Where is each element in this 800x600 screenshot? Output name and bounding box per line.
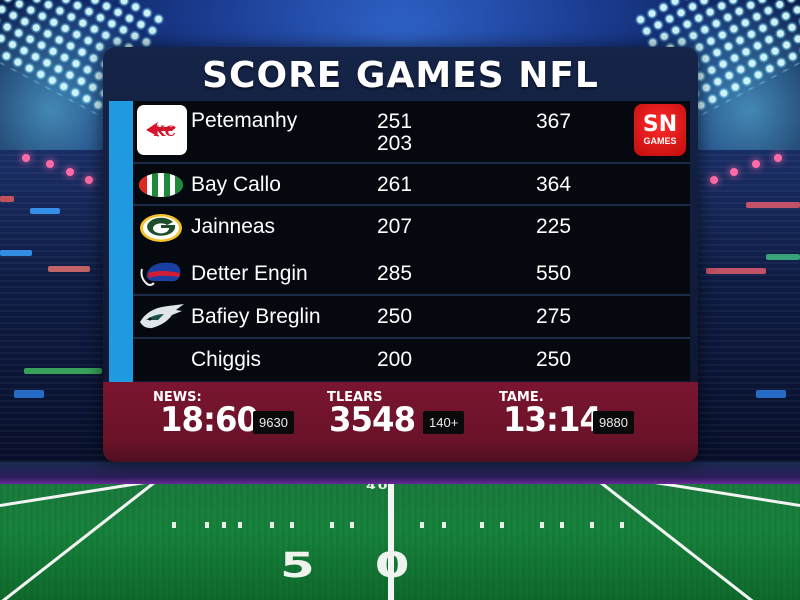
team-name: Bay Callo: [191, 173, 281, 196]
stat-tlears-value: 3548: [329, 400, 416, 440]
stat-tame: TAME.: [499, 390, 544, 405]
score-a: 250: [377, 305, 413, 328]
midfield-line: [388, 484, 394, 600]
scoreboard-panel: SCORE GAMES NFL KC Petemanhy 251 203 367…: [103, 47, 698, 462]
team-name: Detter Engin: [191, 262, 308, 285]
chiefs-arrowhead-icon: KC: [137, 105, 187, 155]
packers-g-icon: [137, 213, 185, 243]
sn-games-logo: SN GAMES: [634, 104, 686, 156]
football-field: 40 50: [0, 484, 800, 600]
table-row[interactable]: Detter Engin 285 550: [133, 253, 690, 296]
score-b: 250: [536, 348, 572, 371]
yard-line: [0, 484, 228, 507]
table-row[interactable]: KC Petemanhy 251 203 367 SN GAMES: [133, 101, 690, 164]
score-group-2: Detter Engin 285 550 Bafiey Breglin 250 …: [133, 253, 690, 381]
table-row[interactable]: Bafiey Breglin 250 275: [133, 296, 690, 339]
score-b: 367: [536, 110, 572, 133]
table-row[interactable]: Chiggis 200 250: [133, 339, 690, 381]
stat-tlears: TLEARS: [327, 390, 383, 405]
score-b: 550: [536, 262, 572, 285]
score-b: 364: [536, 173, 572, 196]
striped-football-icon: [137, 171, 185, 199]
team-name: Bafiey Breglin: [191, 305, 321, 328]
score-a: 261: [377, 173, 413, 196]
group-accent-bar: [109, 251, 133, 382]
score-b: 275: [536, 305, 572, 328]
team-name: Petemanhy: [191, 109, 298, 132]
stands-right: [690, 150, 800, 480]
table-row[interactable]: Bay Callo 261 364: [133, 164, 690, 206]
stat-tame-value: 13:14: [503, 400, 602, 440]
yard-number-50: 50: [280, 544, 470, 586]
bills-buffalo-icon: [137, 259, 185, 289]
score-b: 225: [536, 215, 572, 238]
table-row[interactable]: Jainneas 207 225: [133, 206, 690, 248]
stat-tlears-sub: 140+: [423, 411, 465, 434]
score-a: 207: [377, 215, 413, 238]
team-name: Chiggis: [191, 348, 262, 371]
scoreboard-title: SCORE GAMES NFL: [202, 55, 599, 96]
svg-text:KC: KC: [153, 124, 176, 140]
yard-number-far: 40: [366, 484, 390, 492]
score-a: 200: [377, 348, 413, 371]
eagles-head-icon: [137, 302, 187, 332]
stat-news-sub: 9630: [253, 411, 294, 434]
field-wall: [0, 462, 800, 484]
stat-news: NEWS:: [153, 390, 202, 405]
score-a: 251: [377, 110, 413, 133]
stat-tame-sub: 9880: [593, 411, 634, 434]
score-a: 285: [377, 262, 413, 285]
stats-bar: NEWS: 18:60 9630 TLEARS 3548 140+ TAME. …: [103, 382, 698, 462]
score-a-secondary: 203: [377, 132, 413, 155]
stat-news-value: 18:60: [160, 400, 259, 440]
stands-left: [0, 150, 110, 480]
team-name: Jainneas: [191, 215, 276, 238]
